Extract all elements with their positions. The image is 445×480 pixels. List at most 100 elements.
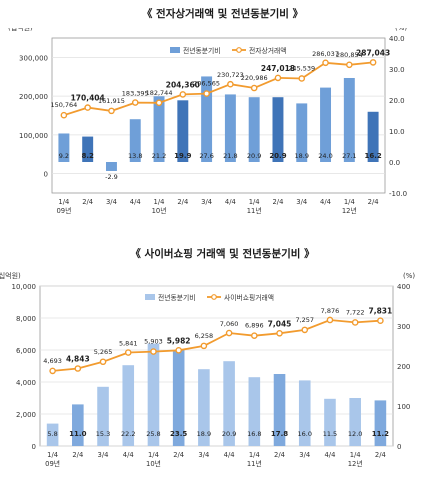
- bar-label: -2.9: [105, 173, 118, 181]
- x-tick-label: 4/4: [225, 198, 236, 206]
- bar: [147, 343, 160, 446]
- bar: [367, 111, 379, 162]
- line-label: 230,723: [217, 71, 244, 79]
- x-tick-year: 12년: [348, 459, 363, 468]
- right-tick-label: 400: [397, 283, 410, 291]
- bar: [105, 162, 117, 171]
- bar-label: 11.5: [323, 430, 337, 438]
- x-tick-year: 12년: [342, 206, 357, 215]
- line-label: 5,841: [119, 340, 138, 348]
- left-tick-label: 0: [32, 443, 36, 451]
- line-point: [326, 316, 334, 324]
- bar-label: 21.2: [152, 152, 166, 160]
- line-label: 7,876: [321, 307, 340, 315]
- legend-line-marker: [236, 47, 242, 53]
- x-tick-label: 1/4: [249, 451, 260, 459]
- x-tick-label: 2/4: [173, 451, 184, 459]
- line-label: 4,693: [43, 357, 62, 365]
- bar: [248, 377, 261, 446]
- bar-label: 9.2: [59, 152, 69, 160]
- bar-label: 16.8: [247, 430, 261, 438]
- bar: [296, 103, 308, 162]
- bar-label: 18.9: [295, 152, 309, 160]
- bar: [272, 97, 284, 162]
- line-label: 161,915: [98, 97, 125, 105]
- right-tick-label: 30.0: [389, 66, 405, 74]
- right-tick-label: 300: [397, 323, 410, 331]
- line-point: [250, 84, 258, 92]
- x-tick-year: 11년: [247, 206, 262, 215]
- x-tick-year: 09년: [45, 459, 60, 468]
- chart-1: 0 100,000 200,000 300,000 -10.0 0.0 10.0 20.0 30…: [8, 28, 407, 215]
- x-tick-label: 2/4: [375, 451, 386, 459]
- bar-label: 24.0: [318, 152, 332, 160]
- line-label: 286,037: [312, 50, 339, 58]
- line-point: [322, 59, 329, 67]
- x-tick-year: 10년: [146, 459, 161, 468]
- bar-label: 20.9: [222, 430, 236, 438]
- x-tick-label: 1/4: [249, 198, 260, 206]
- right-axis-unit: (%): [403, 272, 415, 280]
- left-tick-label: 4,000: [16, 379, 36, 387]
- bar-label: 27.6: [199, 152, 213, 160]
- line-point: [200, 342, 208, 350]
- line-point: [351, 319, 359, 326]
- line-label: 280,854: [336, 51, 363, 59]
- line-label: 7,831: [369, 307, 393, 316]
- bar-label: 19.9: [174, 152, 191, 160]
- line-label: 6,896: [245, 322, 264, 330]
- line-point: [301, 326, 309, 334]
- legend-bar-label: 전년동분기비: [158, 293, 196, 302]
- right-tick-label: 0.0: [389, 159, 400, 167]
- legend-bar-label: 전년동분기비: [183, 46, 221, 55]
- line-point: [155, 99, 163, 107]
- x-tick-year: 10년: [152, 206, 167, 215]
- bar-label: 20.9: [247, 152, 261, 160]
- left-tick-label: 10,000: [12, 283, 37, 291]
- chart-2: 0 2,000 4,000 6,000 8,000 10,000 0 100 200 300 400…: [0, 271, 415, 468]
- bar-label: 8.2: [81, 152, 94, 160]
- right-tick-label: 200: [397, 363, 410, 371]
- bar-label: 16.0: [298, 430, 312, 438]
- x-tick-label: 2/4: [82, 198, 93, 206]
- series-line: [63, 61, 374, 117]
- line-point: [225, 329, 233, 337]
- left-tick-label: 8,000: [16, 315, 36, 323]
- line-label: 206,565: [193, 80, 220, 88]
- x-tick-label: 4/4: [123, 451, 134, 459]
- line-label: 170,404: [71, 94, 105, 103]
- line-point: [131, 99, 139, 106]
- left-tick-label: 6,000: [16, 347, 36, 355]
- bar-label: 11.0: [69, 430, 86, 438]
- left-tick-label: 200,000: [19, 93, 48, 101]
- line-point: [99, 358, 107, 366]
- legend-line-marker: [211, 294, 217, 300]
- right-tick-label: 100: [397, 403, 410, 411]
- left-tick-label: 2,000: [16, 411, 36, 419]
- line-label: 5,982: [167, 336, 191, 345]
- line-label: 7,257: [295, 316, 314, 324]
- x-tick-year: 09년: [56, 206, 71, 215]
- bar: [172, 350, 185, 446]
- x-tick-label: 4/4: [130, 198, 141, 206]
- x-tick-label: 4/4: [324, 451, 335, 459]
- plot-area: [39, 285, 394, 447]
- bar-label: 15.3: [96, 430, 110, 438]
- line-point: [60, 111, 68, 119]
- x-tick-label: 1/4: [148, 451, 159, 459]
- bar: [374, 400, 387, 446]
- x-tick-year: 11년: [247, 459, 262, 468]
- bar: [177, 100, 189, 162]
- line-label: 220,986: [241, 74, 268, 82]
- bar-label: 22.2: [121, 430, 135, 438]
- line-point: [124, 349, 132, 356]
- bar-label: 5.8: [47, 430, 57, 438]
- line-label: 5,265: [94, 348, 113, 356]
- x-tick-label: 4/4: [320, 198, 331, 206]
- line-point: [179, 91, 187, 98]
- legend-bar-swatch: [170, 47, 180, 53]
- right-axis-unit: (%): [395, 28, 407, 32]
- bar: [223, 361, 235, 446]
- line-label: 4,843: [66, 355, 90, 364]
- line-label: 150,764: [50, 101, 77, 109]
